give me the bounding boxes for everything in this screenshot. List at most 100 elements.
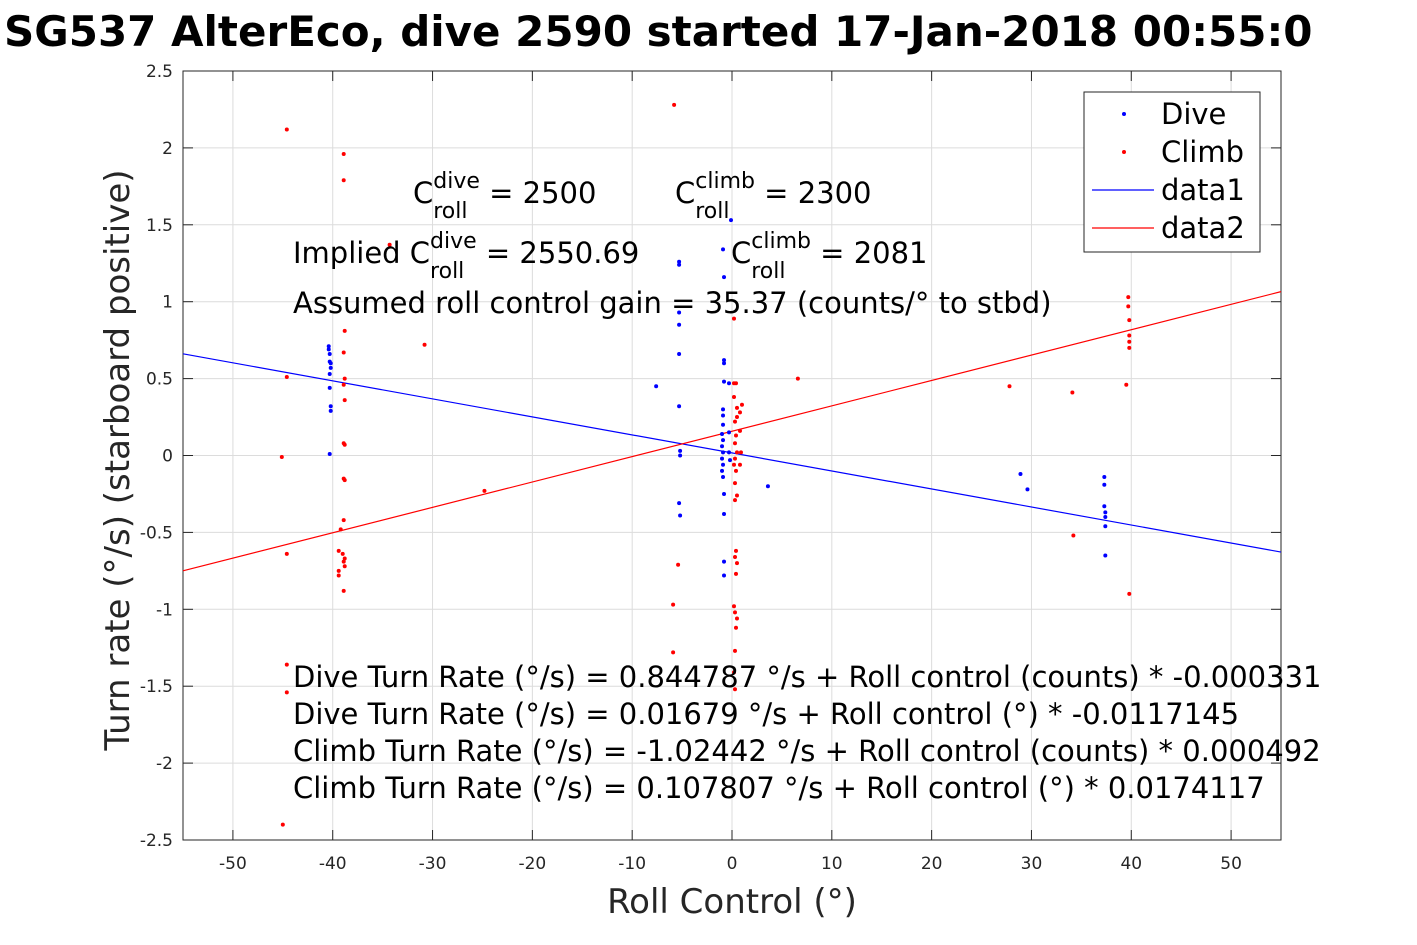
climb-point (1127, 318, 1132, 323)
climb-point (732, 687, 737, 692)
equation-annotation: Dive Turn Rate (°/s) = 0.01679 °/s + Rol… (293, 697, 1239, 731)
chart-title: SG537 AlterEco, dive 2590 started 17-Jan… (4, 7, 1312, 56)
x-tick-label: 40 (1120, 854, 1142, 874)
climb-point (734, 415, 739, 420)
climb-point (342, 376, 347, 381)
climb-point (1127, 591, 1132, 596)
equation-annotation: Climb Turn Rate (°/s) = 0.107807 °/s + R… (293, 771, 1265, 805)
climb-point (387, 242, 392, 247)
dive-point (722, 573, 727, 578)
climb-point (734, 616, 739, 621)
dive-point (722, 559, 727, 564)
y-tick-label: -2.5 (140, 831, 173, 851)
dive-point (722, 491, 727, 496)
climb-point (1070, 390, 1075, 395)
dive-point (722, 379, 727, 384)
x-tick-label: -50 (219, 854, 247, 874)
dive-point (1102, 504, 1107, 509)
climb-point (671, 650, 676, 655)
x-tick-label: 0 (727, 854, 738, 874)
fit-lines (182, 291, 1282, 572)
roll-coefficient-annotation: Cclimb roll = 2300 (675, 169, 872, 224)
legend-climb-swatch (1122, 150, 1126, 154)
climb-point (342, 478, 347, 483)
x-tick-label: -20 (518, 854, 546, 874)
equation-annotation: Climb Turn Rate (°/s) = -1.02442 °/s + R… (293, 734, 1321, 768)
dive-point (677, 310, 682, 315)
climb-point (284, 375, 289, 380)
annotations: Cdive roll = 2500 Cclimb roll = 2300 Implied… (293, 169, 1321, 805)
climb-point (341, 178, 346, 183)
climb-point (733, 433, 738, 438)
dive-point (722, 358, 727, 363)
x-tick-label: -30 (419, 854, 447, 874)
climb-point (341, 350, 346, 355)
climb-point (1127, 333, 1132, 338)
climb-point (342, 398, 347, 403)
climb-point (732, 555, 737, 560)
dive-point (1103, 553, 1108, 558)
climb-point (732, 419, 737, 424)
dive-point (328, 408, 333, 413)
climb-point (279, 455, 284, 460)
legend-dive-label: Dive (1161, 97, 1226, 131)
roll-coefficient-annotation: Implied Cdive roll = 2550.69 (293, 229, 639, 284)
dive-point (327, 385, 332, 390)
climb-point (732, 648, 737, 653)
climb-point (422, 342, 427, 347)
climb-point (338, 527, 343, 532)
dive-point (677, 262, 682, 267)
y-tick-label: -1.5 (140, 677, 173, 697)
x-tick-label: -10 (618, 854, 646, 874)
legend: Dive Climb data1 data2 (1083, 91, 1261, 253)
climb-point (732, 441, 737, 446)
y-tick-label: 2 (162, 139, 173, 159)
climb-point (731, 395, 736, 400)
dive-point (678, 513, 683, 518)
climb-point (342, 556, 347, 561)
dive-point (720, 468, 725, 473)
climb-point (731, 604, 736, 609)
climb-point (1007, 384, 1012, 389)
dive-point (721, 462, 726, 467)
climb-point (341, 588, 346, 593)
climb-point (1126, 295, 1131, 300)
legend-data1-label: data1 (1161, 173, 1245, 207)
x-tick-label: 30 (1021, 854, 1043, 874)
climb-point (734, 493, 739, 498)
y-tick-label: 1 (162, 293, 173, 313)
data2-fit-line (182, 291, 1282, 572)
climb-point (341, 382, 346, 387)
y-tick-label: 0.5 (146, 370, 173, 390)
dive-point (728, 458, 733, 463)
climb-point (336, 548, 341, 553)
dive-point (326, 344, 331, 349)
dive-point (328, 365, 333, 370)
climb-point (284, 690, 289, 695)
dive-point (720, 456, 725, 461)
dive-point (727, 381, 732, 386)
axis-ticks: -50 -40 -30 -20 -10 0 10 20 30 40 50-2.5-2-1.5-1-0… (140, 62, 1281, 874)
climb-point (1124, 382, 1129, 387)
dive-point (326, 347, 331, 352)
equation-annotation: Assumed roll control gain = 35.37 (count… (293, 286, 1052, 320)
climb-point (336, 568, 341, 573)
climb-point (672, 102, 677, 107)
climb-point (1127, 345, 1132, 350)
roll-coefficient-annotation: Cdive roll = 2500 (413, 169, 596, 224)
dive-point (677, 404, 682, 409)
dive-point (678, 448, 683, 453)
y-tick-label: -0.5 (140, 523, 173, 543)
x-tick-label: 20 (921, 854, 943, 874)
y-tick-label: 2.5 (146, 62, 173, 82)
dive-point (722, 511, 727, 516)
x-tick-label: 10 (821, 854, 843, 874)
dive-point (727, 430, 732, 435)
climb-point (739, 402, 744, 407)
dive-point (327, 351, 332, 356)
climb-point (671, 602, 676, 607)
x-axis-label: Roll Control (°) (607, 882, 857, 922)
data1-fit-line (182, 353, 1282, 553)
climb-point (731, 316, 736, 321)
